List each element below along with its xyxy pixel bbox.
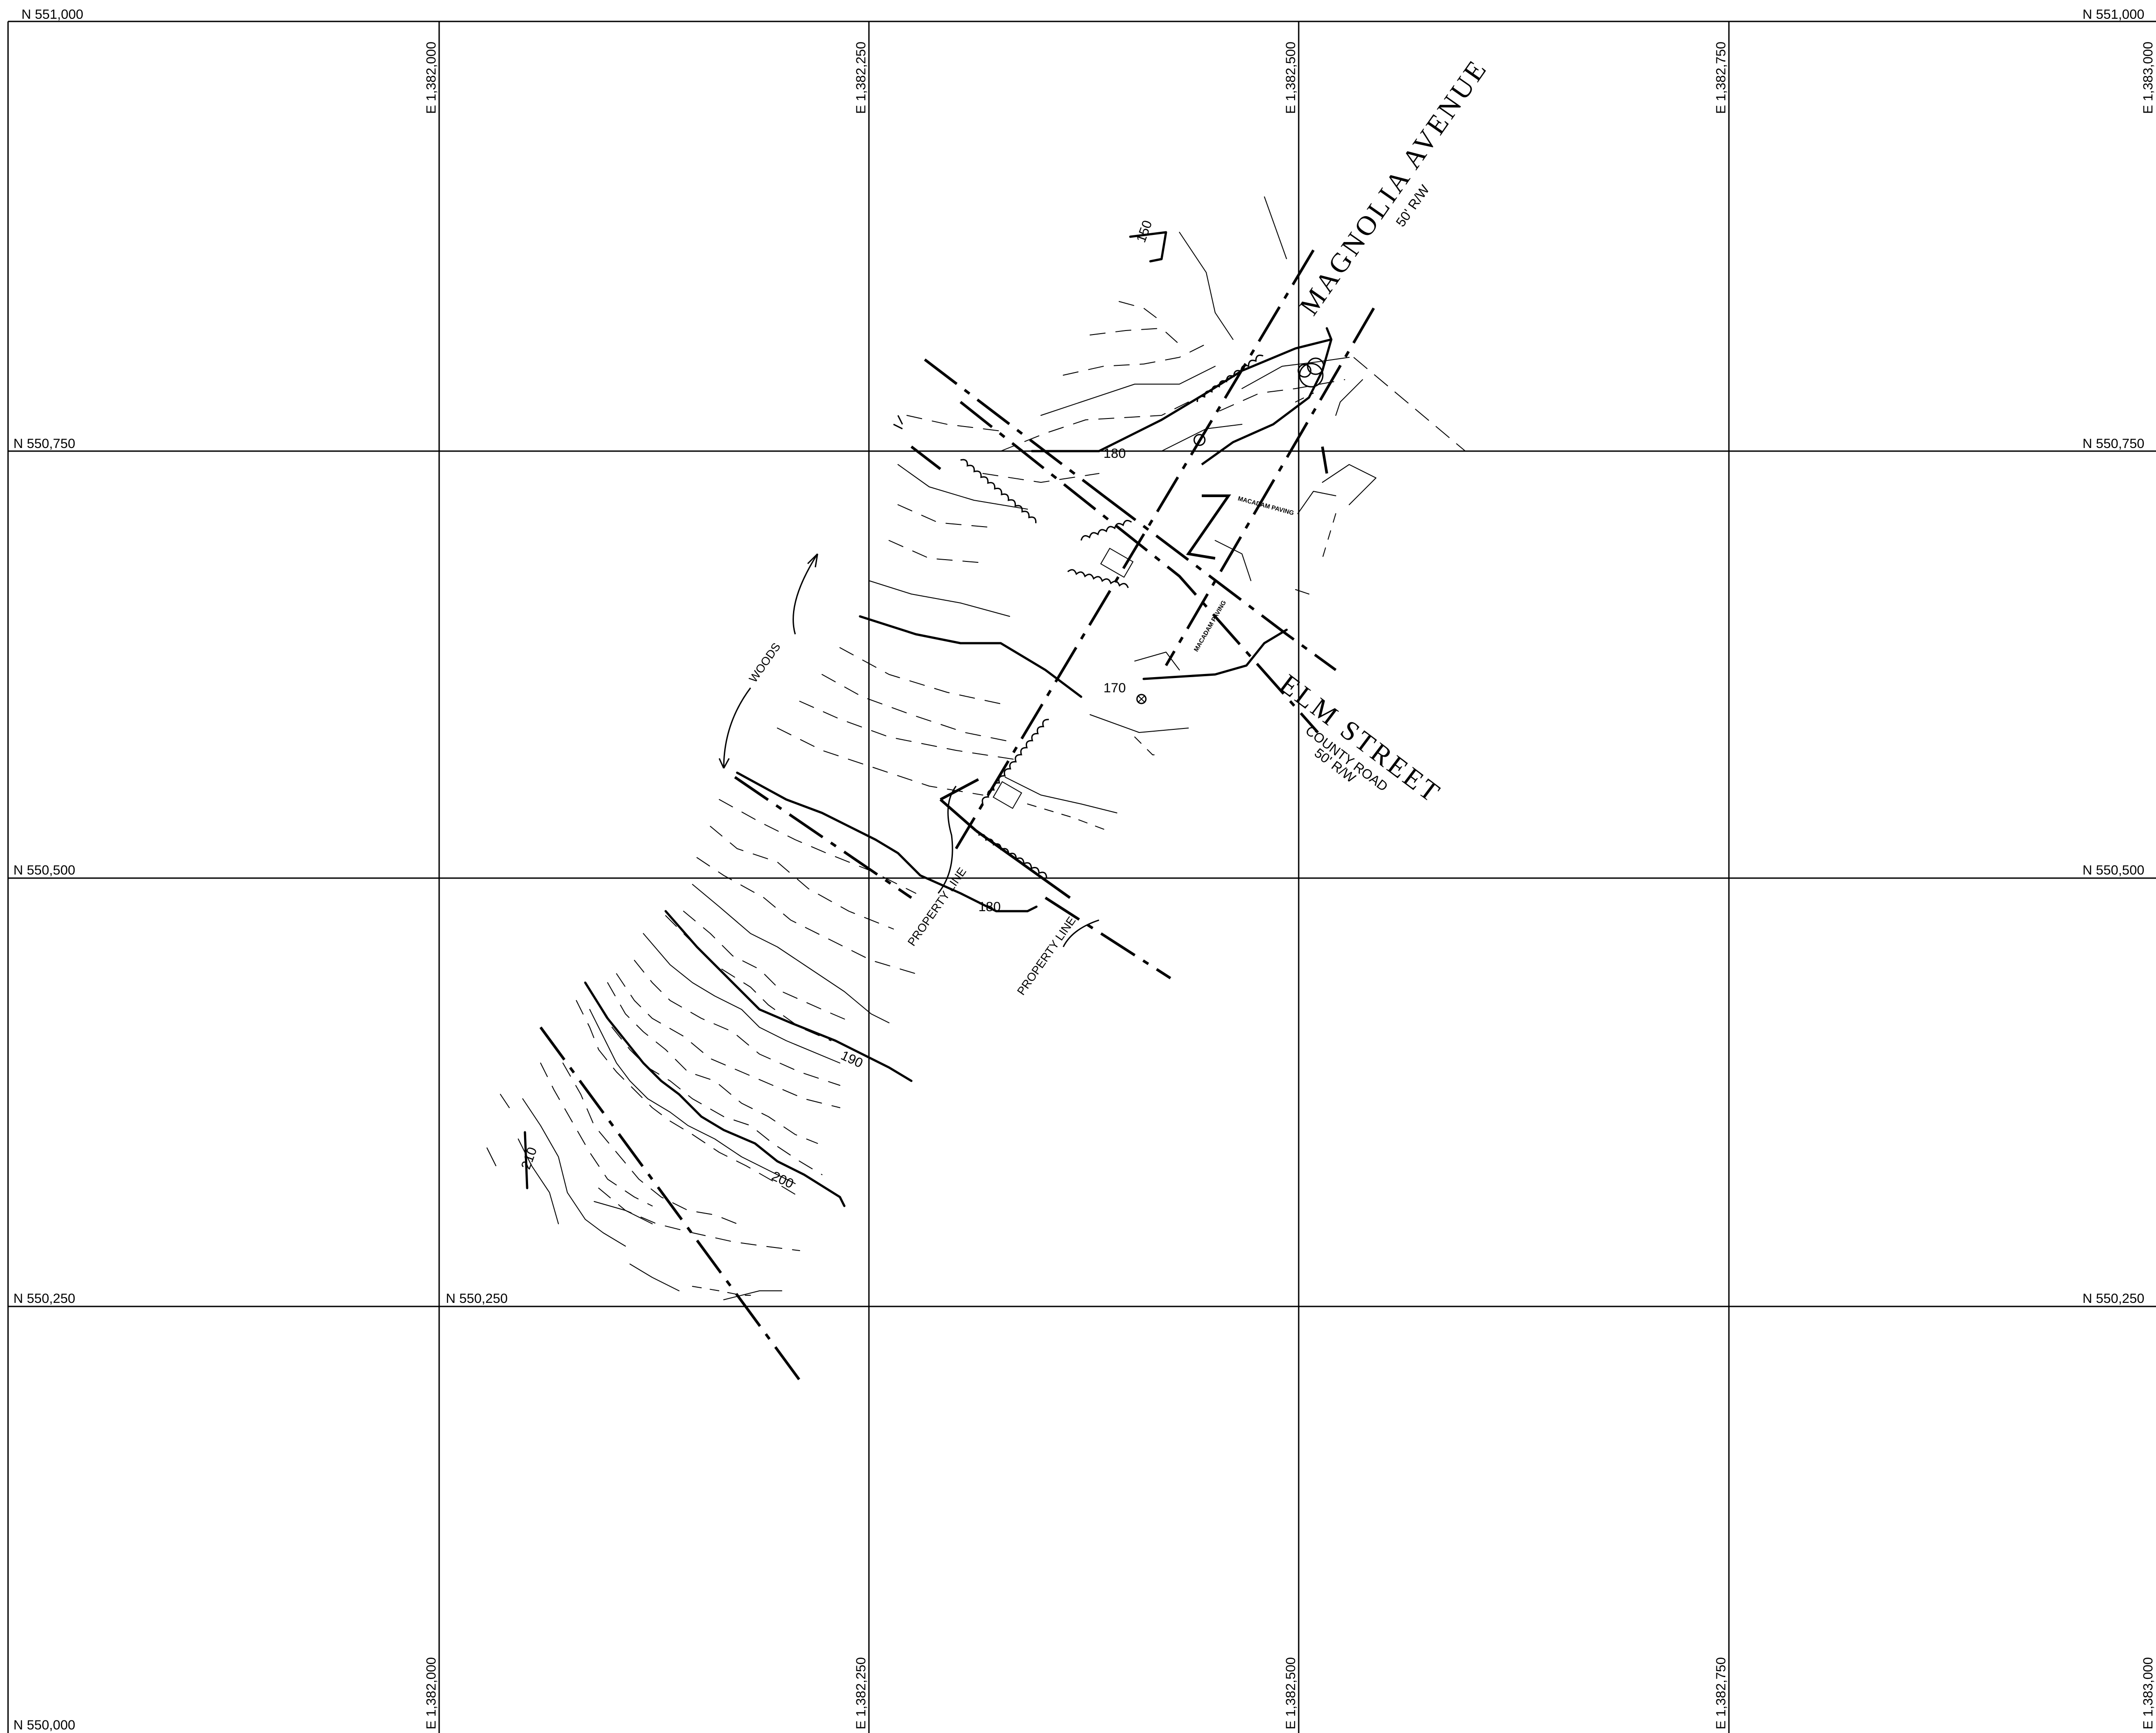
easting-label-1382000-top: E 1,382,000 xyxy=(424,42,439,114)
structures xyxy=(992,548,1134,809)
northing-label-550500-right: N 550,500 xyxy=(2083,863,2144,878)
easting-labels: E 1,382,000 E 1,382,250 E 1,382,500 E 1,… xyxy=(424,42,2156,1729)
easting-label-1382750-bottom: E 1,382,750 xyxy=(1714,1657,1728,1729)
northing-labels: N 551,000 N 551,000 N 550,750 N 550,750 … xyxy=(13,7,2144,1733)
northing-label-550250-mid: N 550,250 xyxy=(446,1291,508,1306)
easting-label-1382500-bottom: E 1,382,500 xyxy=(1284,1657,1298,1729)
easting-label-1382250-bottom: E 1,382,250 xyxy=(854,1657,868,1729)
coordinate-grid xyxy=(7,21,2156,1733)
northing-label-550500: N 550,500 xyxy=(13,863,75,878)
northing-label-550750-right: N 550,750 xyxy=(2083,436,2144,451)
northing-label-551000: N 551,000 xyxy=(21,7,83,22)
easting-label-1383000-top: E 1,383,000 xyxy=(2141,42,2156,114)
northing-label-551000-right: N 551,000 xyxy=(2083,7,2144,22)
easting-label-1382000-bottom: E 1,382,000 xyxy=(424,1657,439,1729)
contour-label-180-top: 180 xyxy=(1103,446,1126,461)
contour-label-170: 170 xyxy=(1103,681,1126,695)
contour-label-180-bottom: 180 xyxy=(978,900,1001,914)
northing-label-550000: N 550,000 xyxy=(13,1718,75,1733)
right-of-way-lines xyxy=(539,196,1466,1381)
easting-label-1382750-top: E 1,382,750 xyxy=(1714,42,1728,114)
easting-label-1382500-top: E 1,382,500 xyxy=(1284,42,1298,114)
tree-lines xyxy=(960,354,1325,878)
woods-callout xyxy=(718,553,1099,947)
easting-label-1382250-top: E 1,382,250 xyxy=(854,42,868,114)
northing-label-550250: N 550,250 xyxy=(13,1291,75,1306)
easting-label-1383000-bottom: E 1,383,000 xyxy=(2141,1657,2156,1729)
northing-label-550250-right: N 550,250 xyxy=(2083,1291,2144,1306)
northing-label-550750: N 550,750 xyxy=(13,436,75,451)
